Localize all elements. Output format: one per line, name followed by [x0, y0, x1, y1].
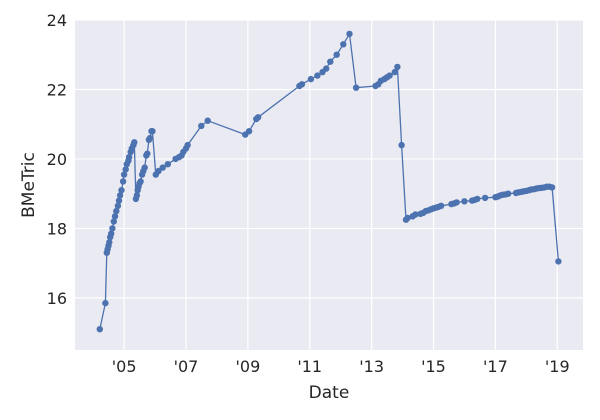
data-point	[141, 164, 148, 171]
data-point	[391, 68, 398, 76]
data-point	[453, 199, 460, 206]
data-point	[96, 326, 104, 333]
x-tick-label: '09	[236, 357, 261, 376]
y-axis-label: BMeTric	[19, 152, 39, 218]
data-point	[137, 178, 144, 185]
x-tick-label: '13	[359, 357, 384, 376]
data-point	[118, 187, 125, 194]
x-gridlines	[123, 20, 558, 350]
x-axis-label: Date	[309, 383, 350, 403]
data-point	[120, 171, 128, 178]
data-point	[122, 166, 129, 173]
data-point	[404, 214, 411, 222]
plot-background	[75, 20, 583, 350]
data-point	[505, 190, 512, 197]
data-point	[149, 128, 156, 135]
data-point	[133, 192, 141, 199]
x-tick-labels: '05 '07 '09 '11 '13 '15 '17 '19	[112, 357, 570, 376]
y-tick-label: 24	[47, 11, 67, 30]
data-point	[548, 184, 556, 191]
data-point	[155, 167, 162, 175]
data-points	[96, 30, 562, 333]
y-tick-label: 22	[47, 80, 67, 99]
data-point	[474, 195, 481, 203]
data-point	[144, 150, 151, 157]
data-point	[398, 141, 405, 149]
x-tick-label: '07	[174, 357, 199, 376]
data-point	[131, 139, 138, 146]
x-tick-label: '19	[545, 357, 570, 376]
data-point	[111, 213, 119, 220]
data-point	[437, 202, 445, 209]
data-point	[323, 65, 330, 72]
data-point	[386, 72, 393, 79]
y-tick-labels: 16 18 20 22 24	[47, 11, 67, 308]
data-point	[159, 164, 166, 171]
y-tick-label: 20	[47, 150, 67, 169]
data-point	[307, 75, 315, 83]
data-point	[146, 134, 154, 142]
data-point	[481, 194, 489, 202]
y-tick-label: 18	[47, 219, 67, 238]
data-point	[346, 30, 353, 38]
data-point	[109, 225, 116, 232]
data-point	[314, 72, 321, 79]
data-point	[461, 198, 468, 205]
data-point	[164, 161, 171, 168]
data-point	[115, 197, 123, 204]
data-point	[298, 81, 306, 88]
data-point	[116, 192, 124, 199]
data-point	[125, 154, 133, 161]
data-point	[113, 207, 120, 215]
data-point	[352, 84, 360, 91]
y-gridlines	[75, 19, 583, 299]
data-point	[184, 141, 191, 149]
y-tick-label: 16	[47, 289, 67, 308]
data-point	[394, 63, 401, 71]
data-point	[327, 58, 334, 65]
data-point	[198, 122, 205, 130]
data-point	[412, 211, 419, 218]
data-point	[102, 299, 109, 307]
x-tick-label: '11	[297, 357, 322, 376]
data-point	[245, 128, 253, 135]
data-point	[119, 178, 127, 185]
data-point	[555, 258, 562, 265]
x-tick-label: '15	[421, 357, 446, 376]
data-point	[340, 41, 347, 48]
x-tick-label: '17	[483, 357, 508, 376]
data-point	[114, 202, 122, 209]
data-point	[108, 230, 115, 237]
data-point	[204, 117, 211, 124]
data-point	[333, 51, 340, 58]
x-tick-label: '05	[112, 357, 137, 376]
data-point	[110, 218, 118, 225]
data-point	[254, 114, 262, 121]
data-point	[106, 239, 113, 246]
